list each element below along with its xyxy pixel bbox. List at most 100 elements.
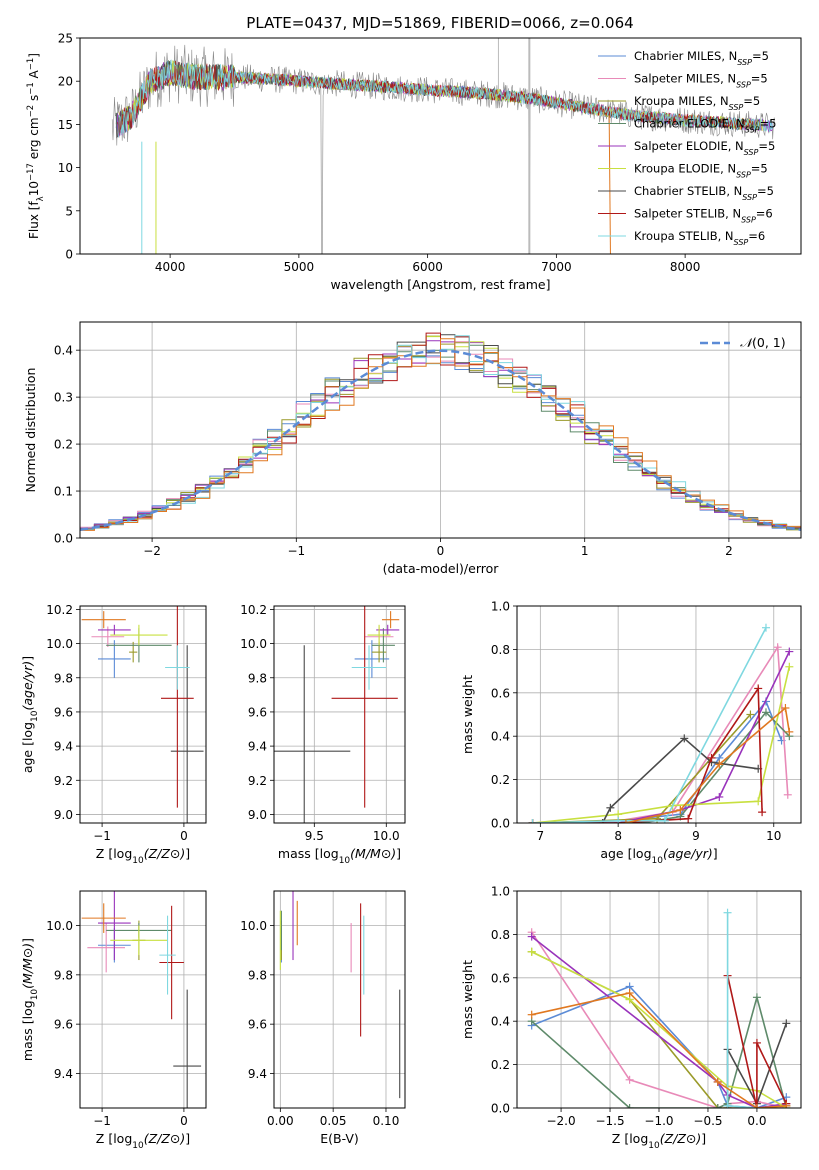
spectrum-model-line: [115, 60, 760, 139]
y-tick-label: 9.2: [54, 774, 73, 788]
y-tick-label: 25: [58, 32, 73, 46]
y-tick-label: 9.8: [248, 968, 267, 982]
y-tick-label: 10.0: [46, 637, 73, 651]
axes-frame: [79, 890, 207, 1109]
grid-lines: [274, 606, 405, 823]
y-tick-label: 9.6: [54, 1018, 73, 1032]
x-tick-label: −1: [93, 829, 111, 843]
y-tick-label: 9.8: [248, 671, 267, 685]
grid-lines: [274, 891, 405, 1108]
x-tick-label: 6000: [412, 260, 443, 274]
y-tick-label: 5: [65, 204, 73, 218]
x-tick-label: 0: [180, 1114, 188, 1128]
x-tick-label: 0.00: [267, 1114, 294, 1128]
x-tick-label: −1: [287, 544, 305, 558]
x-tick-label: 0: [180, 829, 188, 843]
legend-label: Salpeter MILES, NSSP=5: [634, 72, 768, 90]
y-tick-label: 0: [65, 248, 73, 262]
y-tick-label: 0.0: [491, 817, 510, 831]
legend-label: Salpeter ELODIE, NSSP=5: [634, 139, 775, 157]
x-tick-label: 7000: [541, 260, 572, 274]
series-line: [532, 699, 783, 823]
y-axis-label: mass weight: [460, 960, 475, 1039]
y-tick-label: 9.0: [248, 808, 267, 822]
y-tick-label: 0.3: [54, 391, 73, 405]
y-tick-label: 0.0: [54, 532, 73, 546]
x-tick-label: 0.0: [747, 1114, 766, 1128]
legend-label: Chabrier STELIB, NSSP=5: [634, 184, 774, 202]
x-axis-label: Z [log10(Z/Z⊙)]: [96, 846, 190, 866]
x-tick-label: −2: [143, 544, 161, 558]
plot-area: [528, 623, 794, 823]
axes-frame: [273, 605, 406, 824]
x-tick-label: 10: [766, 829, 781, 843]
y-tick-label: 0.1: [54, 485, 73, 499]
x-tick-label: −2.0: [546, 1114, 575, 1128]
grid-lines: [80, 891, 206, 1108]
x-tick-label: −1.0: [644, 1114, 673, 1128]
panel-age-vs-z: −1 0 9.0 9.2 9.4 9.6 9.8 10.0 10.2 Z [log10(Z/Z⊙)…: [20, 603, 207, 866]
series-line: [531, 994, 788, 1108]
y-tick-label: 10.0: [240, 919, 267, 933]
y-tick-label: 0.4: [491, 1015, 510, 1029]
x-axis-label: E(B-V): [320, 1131, 359, 1146]
panel-mass-weight-vs-z: −2.0 −1.5 −1.0 −0.5 0.0 0.0 0.2 0.4 0.6 0.8 1.0 Z […: [460, 885, 802, 1151]
legend-label: 𝒩(0, 1): [740, 335, 786, 350]
y-tick-label: 0.8: [491, 928, 510, 942]
panel-mass-vs-z: −1 0 9.4 9.6 9.8 10.0 Z [log10(Z/Z⊙)] mass [log…: [20, 890, 207, 1151]
panel-spectrum: Chabrier MILES, NSSP=5 Salpeter MILES, NS…: [26, 32, 802, 292]
axes-frame: [79, 37, 802, 255]
y-tick-label: 10.0: [46, 919, 73, 933]
y-tick-label: 0.2: [54, 438, 73, 452]
x-axis-label: mass [log10(M/M⊙)]: [278, 846, 401, 866]
plot-area: [279, 891, 401, 1099]
series-line: [726, 975, 788, 1108]
y-axis-label: mass weight: [460, 675, 475, 754]
y-tick-label: 0.0: [491, 1102, 510, 1116]
normal-curve: [80, 349, 801, 532]
plot-area: [81, 606, 204, 823]
y-tick-label: 9.6: [248, 705, 267, 719]
x-tick-label: 9.5: [305, 829, 324, 843]
legend-label: Kroupa STELIB, NSSP=6: [634, 229, 765, 247]
spectrum-model-line: [116, 60, 754, 138]
grid-lines: [517, 890, 801, 1109]
y-tick-label: 20: [58, 75, 73, 89]
y-tick-label: 9.8: [54, 671, 73, 685]
y-axis-label: age [log10(age/yr)]: [20, 656, 40, 773]
x-tick-label: 4000: [155, 260, 186, 274]
x-tick-label: 0: [437, 544, 445, 558]
x-tick-label: 2: [725, 544, 733, 558]
series-line: [532, 627, 767, 823]
x-axis-label: Z [log10(Z/Z⊙)]: [612, 1131, 706, 1151]
panel-mass-weight-vs-age: 7 8 9 10 0.0 0.2 0.4 0.6 0.8 1.0 age [log10(age/yr…: [460, 600, 802, 866]
x-axis-label: age [log10(age/yr)]: [600, 846, 717, 866]
x-tick-label: −0.5: [693, 1114, 722, 1128]
x-axis-label: wavelength [Angstrom, rest frame]: [330, 277, 550, 292]
y-tick-label: 9.0: [54, 808, 73, 822]
y-tick-label: 0.4: [54, 344, 73, 358]
x-axis-label: (data-model)/error: [383, 561, 500, 576]
y-tick-label: 10.2: [240, 603, 267, 617]
y-tick-label: 10: [58, 161, 73, 175]
plot-area: [80, 332, 801, 532]
plot-area: [81, 891, 202, 1108]
y-tick-label: 9.4: [248, 1067, 267, 1081]
x-tick-label: 7: [537, 829, 545, 843]
y-tick-label: 1.0: [491, 885, 510, 899]
spectrum-legend: Chabrier MILES, NSSP=5 Salpeter MILES, NS…: [598, 49, 776, 247]
y-tick-label: 0.2: [491, 773, 510, 787]
y-tick-label: 9.4: [248, 740, 267, 754]
legend-label: Salpeter STELIB, NSSP=6: [634, 207, 773, 225]
y-tick-label: 0.8: [491, 643, 510, 657]
x-axis-label: Z [log10(Z/Z⊙)]: [96, 1131, 190, 1151]
x-tick-label: 0.05: [320, 1114, 347, 1128]
figure-title: PLATE=0437, MJD=51869, FIBERID=0066, z=0…: [246, 14, 633, 32]
y-tick-label: 0.2: [491, 1058, 510, 1072]
x-tick-label: −1: [93, 1114, 111, 1128]
x-tick-label: 8000: [670, 260, 701, 274]
y-tick-label: 9.2: [248, 774, 267, 788]
panel-age-vs-mass: 9.5 10.0 9.0 9.2 9.4 9.6 9.8 10.0 10.2 mass [log1…: [240, 603, 406, 866]
panel-mass-vs-ebv: 0.00 0.05 0.10 9.4 9.6 9.8 10.0 E(B-V): [240, 890, 406, 1146]
